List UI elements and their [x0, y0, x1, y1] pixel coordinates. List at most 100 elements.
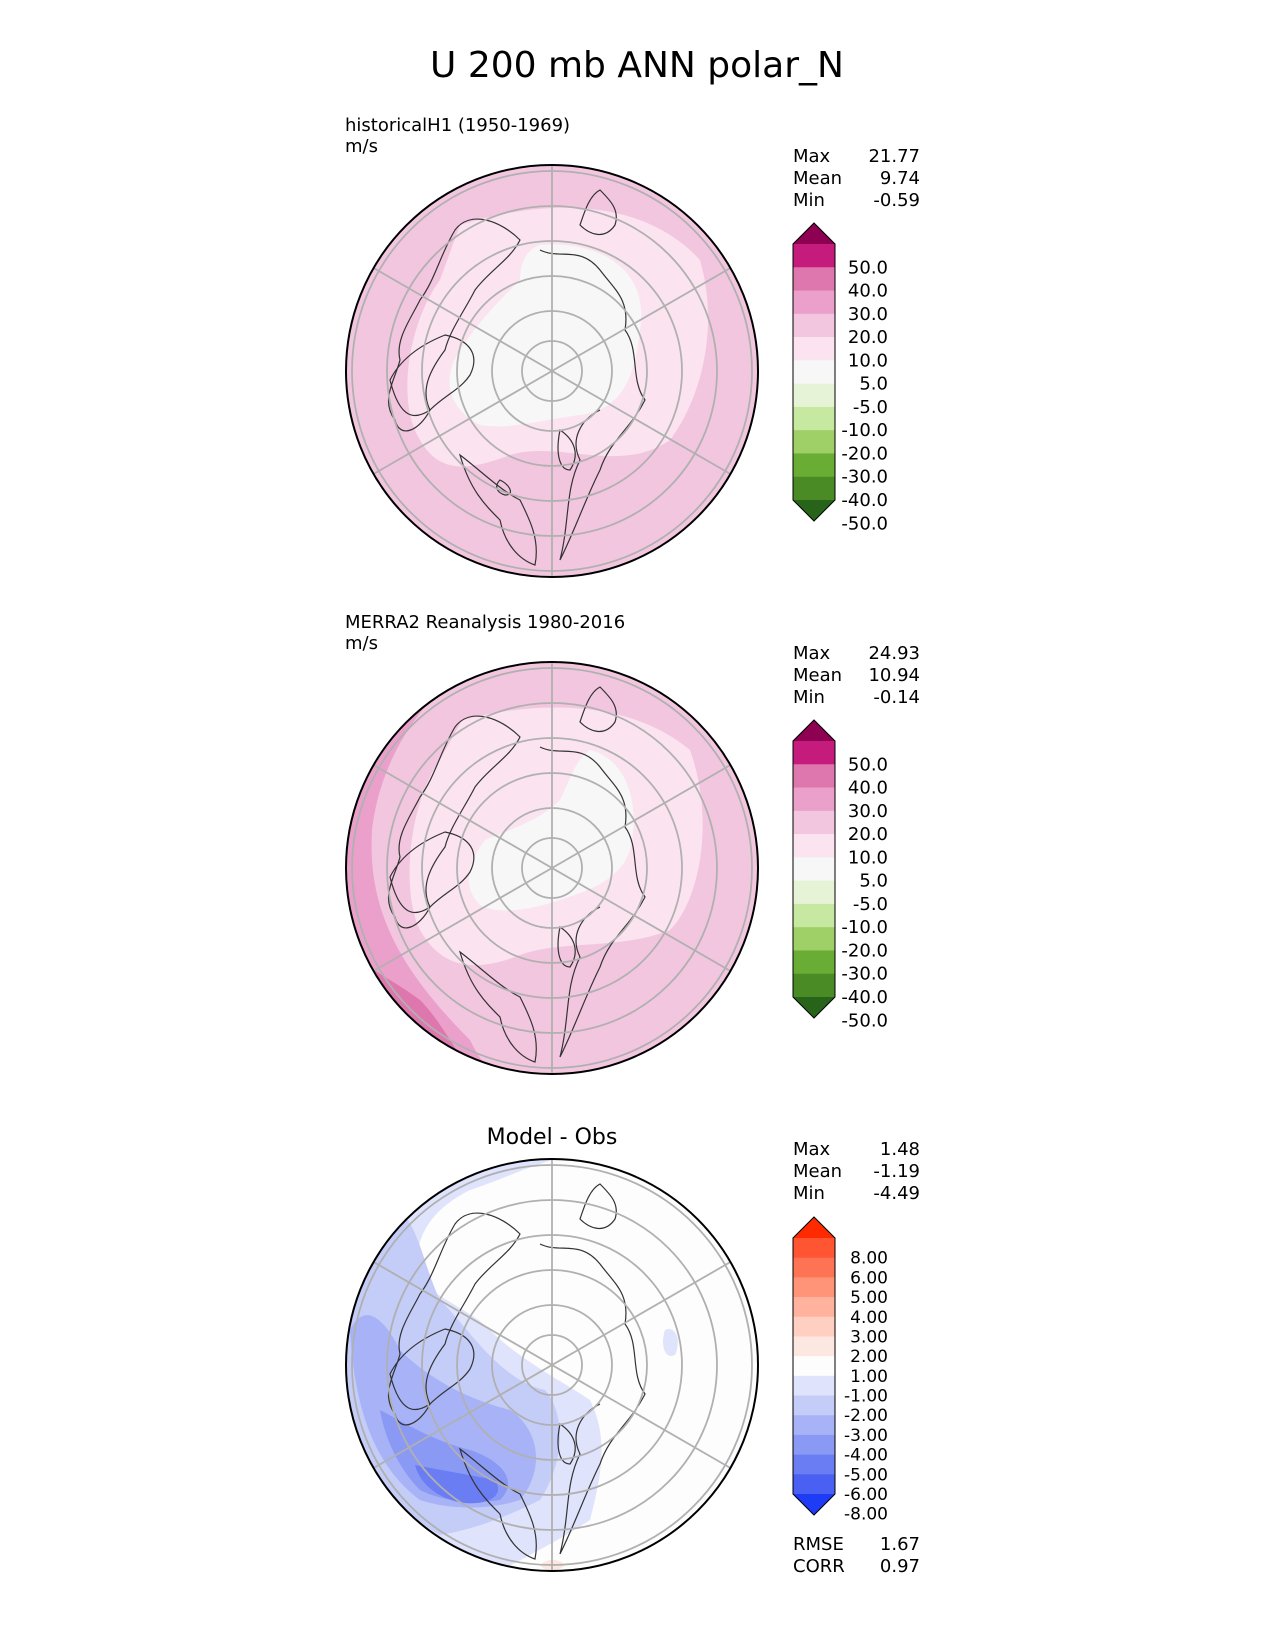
colorbar-segment	[793, 857, 835, 882]
panel-heading: MERRA2 Reanalysis 1980-2016	[345, 612, 625, 633]
colorbar-segment	[793, 927, 835, 951]
colorbar-segment	[793, 1454, 835, 1475]
stat-label-min: Min	[793, 687, 825, 708]
colorbar-segment	[793, 810, 835, 835]
stat-label-max: Max	[793, 643, 831, 664]
colorbar-segment	[793, 880, 835, 905]
colorbar-segment	[793, 1474, 835, 1495]
colorbar-segment	[793, 267, 835, 292]
colorbar-tick-label: -1.00	[844, 1387, 888, 1407]
stat-label-max: Max	[793, 1139, 831, 1160]
colorbar-tick-label: -50.0	[841, 1010, 888, 1031]
colorbar-segment	[793, 1257, 835, 1278]
colorbar-segment	[793, 1336, 835, 1357]
colorbar-tick-label: 1.00	[850, 1367, 888, 1387]
colorbar-tick-label: 10.0	[848, 350, 888, 371]
panel-diff: Model - Obs	[345, 1125, 920, 1577]
colorbar-segment	[793, 244, 835, 268]
colorbar-segment	[793, 313, 835, 338]
colorbar-segment	[793, 741, 835, 765]
colorbar-segment	[793, 764, 835, 789]
colorbar-tick-label: 8.00	[850, 1249, 888, 1269]
colorbar-segment	[793, 337, 835, 361]
panel-units: m/s	[345, 633, 378, 654]
colorbar-extend-max	[793, 1217, 835, 1238]
stat-value-mean: 9.74	[880, 168, 920, 189]
colorbar-tick-label: -2.00	[844, 1406, 888, 1426]
colorbar-segment	[793, 1238, 835, 1259]
figure-title: U 200 mb ANN polar_N	[430, 45, 844, 86]
stat-label-mean: Mean	[793, 665, 842, 686]
colorbar-tick-label: -20.0	[841, 940, 888, 961]
colorbar-tick-label: 10.0	[848, 847, 888, 868]
colorbar-outline	[792, 222, 836, 522]
stat-value-min: -0.14	[873, 687, 920, 708]
colorbar-segment	[793, 1277, 835, 1298]
stat-value-max: 1.48	[880, 1139, 920, 1160]
colorbar-segment	[793, 290, 835, 315]
colorbar-tick-label: -5.0	[853, 894, 888, 915]
colorbar-tick-label: 40.0	[848, 778, 888, 799]
colorbar-extend-max	[793, 223, 835, 244]
colorbar-segment	[793, 950, 835, 975]
map-boundary	[345, 1158, 759, 1572]
stat-label-min: Min	[793, 1183, 825, 1204]
colorbar-segment	[793, 406, 835, 431]
stat-value-min: -4.49	[873, 1183, 920, 1204]
colorbar-tick-label: 50.0	[848, 257, 888, 278]
colorbar-segment	[793, 1297, 835, 1318]
colorbar-outline	[792, 719, 836, 1019]
colorbar-extend-max	[793, 720, 835, 741]
stat-label-min: Min	[793, 190, 825, 211]
stat-value-mean: 10.94	[868, 665, 920, 686]
colorbar-segment	[793, 360, 835, 385]
error-stats-block: RMSE 1.67 CORR 0.97	[793, 1534, 920, 1577]
colorbar-segment	[793, 453, 835, 478]
colorbar-tick-label: -8.00	[844, 1505, 888, 1525]
stat-value-rmse: 1.67	[880, 1534, 920, 1555]
colorbar-tick-label: -30.0	[841, 467, 888, 488]
colorbar-tick-label: -5.0	[853, 397, 888, 418]
stats-block: Max 21.77 Mean 9.74 Min -0.59	[793, 146, 920, 211]
colorbar-tick-label: -10.0	[841, 420, 888, 441]
colorbar-tick-label: 30.0	[848, 304, 888, 325]
colorbar-extend-min	[793, 500, 835, 521]
colorbar-tick-label: -40.0	[841, 987, 888, 1008]
panel-heading: historicalH1 (1950-1969)	[345, 115, 570, 136]
colorbar-tick-label: -10.0	[841, 917, 888, 938]
stat-label-max: Max	[793, 146, 831, 167]
colorbar-tick-label: 20.0	[848, 824, 888, 845]
map-boundary	[345, 164, 759, 578]
stats-block: Max 1.48 Mean -1.19 Min -4.49	[793, 1139, 920, 1204]
stat-label-rmse: RMSE	[793, 1534, 844, 1555]
stat-value-max: 24.93	[868, 643, 920, 664]
graticule	[351, 165, 753, 577]
colorbar-tick-label: 5.0	[859, 374, 888, 395]
stat-value-mean: -1.19	[873, 1161, 920, 1182]
stat-value-max: 21.77	[868, 146, 920, 167]
field-contour-m5-m6	[415, 1465, 499, 1504]
colorbar: 8.006.005.004.003.002.001.00-1.00-2.00-3…	[792, 1216, 888, 1525]
stat-label-mean: Mean	[793, 168, 842, 189]
colorbar-tick-label: 30.0	[848, 801, 888, 822]
colorbar: 50.0 40.030.020.010.0 5.0-5.0-10.0-20.0 -30…	[792, 719, 888, 1031]
colorbar-tick-label: -30.0	[841, 964, 888, 985]
stat-value-corr: 0.97	[880, 1556, 920, 1577]
colorbar-segment	[793, 1316, 835, 1337]
colorbar-segment	[793, 973, 835, 998]
colorbar-segment	[793, 1415, 835, 1436]
panel-heading: Model - Obs	[487, 1125, 618, 1150]
colorbar-extend-min	[793, 997, 835, 1018]
colorbar-tick-label: 5.00	[850, 1288, 888, 1308]
colorbar-segment	[793, 1395, 835, 1416]
colorbar-tick-label: 4.00	[850, 1308, 888, 1328]
stat-value-min: -0.59	[873, 190, 920, 211]
graticule	[351, 662, 753, 1074]
stat-label-corr: CORR	[793, 1556, 845, 1577]
colorbar-segment	[793, 1375, 835, 1397]
map-boundary	[345, 661, 759, 1075]
field-contour-low	[449, 244, 642, 427]
colorbar-tick-label: -4.00	[844, 1446, 888, 1466]
colorbar-tick-label: 3.00	[850, 1327, 888, 1347]
